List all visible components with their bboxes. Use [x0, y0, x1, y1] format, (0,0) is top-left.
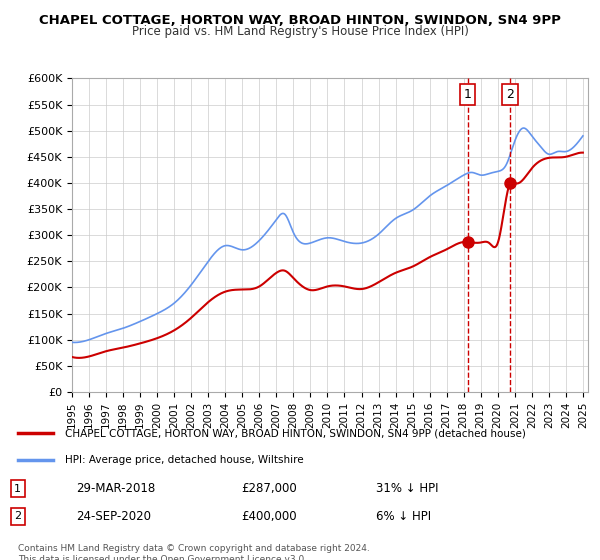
- Text: £400,000: £400,000: [241, 510, 297, 523]
- Text: CHAPEL COTTAGE, HORTON WAY, BROAD HINTON, SWINDON, SN4 9PP (detached house): CHAPEL COTTAGE, HORTON WAY, BROAD HINTON…: [65, 428, 526, 438]
- Text: CHAPEL COTTAGE, HORTON WAY, BROAD HINTON, SWINDON, SN4 9PP: CHAPEL COTTAGE, HORTON WAY, BROAD HINTON…: [39, 14, 561, 27]
- Text: HPI: Average price, detached house, Wiltshire: HPI: Average price, detached house, Wilt…: [65, 455, 304, 465]
- Text: £287,000: £287,000: [241, 482, 297, 495]
- Text: 2: 2: [506, 88, 514, 101]
- Text: 24-SEP-2020: 24-SEP-2020: [77, 510, 152, 523]
- Text: 1: 1: [14, 484, 21, 493]
- Text: Price paid vs. HM Land Registry's House Price Index (HPI): Price paid vs. HM Land Registry's House …: [131, 25, 469, 38]
- Text: 29-MAR-2018: 29-MAR-2018: [77, 482, 156, 495]
- Text: Contains HM Land Registry data © Crown copyright and database right 2024.
This d: Contains HM Land Registry data © Crown c…: [18, 544, 370, 560]
- Text: 6% ↓ HPI: 6% ↓ HPI: [376, 510, 431, 523]
- Text: 1: 1: [464, 88, 472, 101]
- Text: 31% ↓ HPI: 31% ↓ HPI: [376, 482, 439, 495]
- Text: 2: 2: [14, 511, 22, 521]
